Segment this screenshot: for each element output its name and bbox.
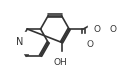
Text: OH: OH	[54, 58, 67, 67]
Text: N: N	[16, 37, 23, 47]
Text: O: O	[93, 25, 100, 34]
Text: O: O	[109, 24, 116, 34]
Text: O: O	[86, 40, 93, 49]
